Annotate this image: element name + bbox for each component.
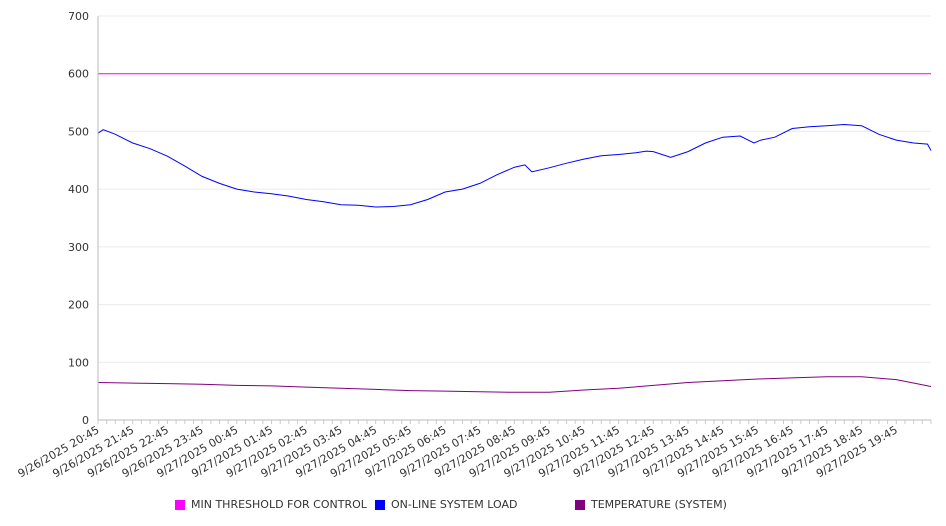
legend: MIN THRESHOLD FOR CONTROL ON-LINE SYSTEM… [0, 498, 946, 514]
series-line-1 [97, 123, 932, 208]
legend-swatch [375, 499, 385, 510]
y-tick-label: 700 [68, 10, 89, 23]
legend-label: ON-LINE SYSTEM LOAD [391, 498, 518, 511]
y-tick-label: 500 [68, 125, 89, 138]
legend-item-temperature[interactable]: TEMPERATURE (SYSTEM) [575, 498, 727, 511]
y-tick-label: 300 [68, 241, 89, 254]
legend-item-threshold[interactable]: MIN THRESHOLD FOR CONTROL [175, 498, 367, 511]
y-tick-label: 100 [68, 356, 89, 369]
y-tick-label: 0 [82, 414, 89, 427]
y-tick-label: 400 [68, 183, 89, 196]
y-tick-label: 200 [68, 299, 89, 312]
legend-label: TEMPERATURE (SYSTEM) [591, 498, 727, 511]
legend-label: MIN THRESHOLD FOR CONTROL [191, 498, 367, 511]
legend-item-load[interactable]: ON-LINE SYSTEM LOAD [375, 498, 517, 511]
legend-swatch [575, 499, 585, 510]
series-line-2 [97, 376, 932, 393]
y-tick-label: 600 [68, 68, 89, 81]
legend-swatch [175, 499, 185, 510]
